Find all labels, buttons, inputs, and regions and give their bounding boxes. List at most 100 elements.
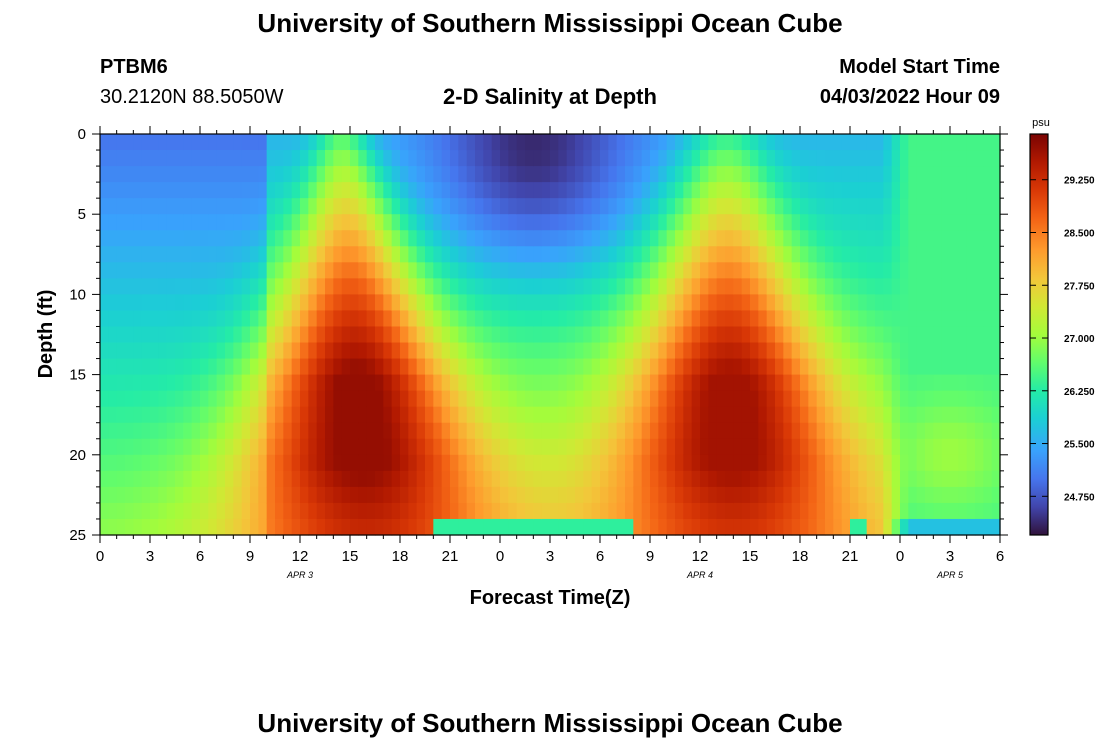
heatmap-cell (533, 182, 543, 199)
heatmap-cell (666, 262, 676, 279)
heatmap-cell (233, 406, 243, 424)
heatmap-cell (116, 390, 126, 408)
heatmap-cell (233, 230, 243, 247)
heatmap-cell (458, 150, 468, 167)
heatmap-cell (433, 470, 443, 488)
heatmap-cell (375, 166, 384, 183)
heatmap-cell (775, 278, 784, 295)
heatmap-cell (508, 134, 518, 151)
heatmap-cell (950, 150, 959, 167)
heatmap-cell (891, 198, 901, 215)
heatmap-cell (750, 374, 759, 392)
heatmap-cell (716, 214, 726, 231)
heatmap-cell (358, 358, 368, 376)
heatmap-cell (858, 294, 868, 312)
heatmap-cell (716, 470, 726, 488)
heatmap-cell (533, 454, 543, 472)
heatmap-cell (150, 438, 159, 456)
heatmap-cell (483, 470, 493, 488)
heatmap-cell (200, 134, 209, 151)
heatmap-cell (383, 486, 393, 504)
heatmap-cell (425, 150, 434, 167)
heatmap-cell (750, 326, 759, 344)
heatmap-cell (800, 502, 809, 520)
heatmap-cell (883, 374, 893, 392)
heatmap-cell (516, 262, 526, 279)
heatmap-cell (108, 374, 118, 392)
heatmap-cell (708, 342, 718, 360)
heatmap-cell (391, 454, 401, 472)
heatmap-cell (575, 214, 584, 231)
heatmap-cell (566, 390, 576, 408)
heatmap-cell (350, 230, 359, 247)
heatmap-cell (666, 214, 676, 231)
heatmap-cell (283, 358, 293, 376)
heatmap-cell (650, 390, 659, 408)
heatmap-cell (733, 246, 743, 263)
heatmap-cell (450, 246, 459, 263)
heatmap-cell (675, 470, 684, 488)
heatmap-cell (266, 518, 276, 536)
colorbar-tick-label: 26.250 (1064, 387, 1095, 398)
heatmap-cell (558, 246, 568, 263)
heatmap-cell (641, 198, 651, 215)
heatmap-cell (158, 198, 168, 215)
heatmap-cell (833, 422, 843, 440)
heatmap-cell (100, 390, 109, 408)
heatmap-cell (725, 262, 734, 279)
heatmap-cell (808, 406, 818, 424)
heatmap-cell (991, 358, 1001, 376)
heatmap-cell (158, 374, 168, 392)
heatmap-cell (150, 294, 159, 312)
heatmap-cell (541, 518, 551, 536)
heatmap-cell (508, 470, 518, 488)
heatmap-cell (991, 230, 1001, 247)
heatmap-cell (450, 230, 459, 247)
heatmap-cell (650, 358, 659, 376)
heatmap-cell (908, 278, 918, 295)
heatmap-cell (800, 390, 809, 408)
heatmap-cell (366, 134, 376, 151)
heatmap-cell (433, 390, 443, 408)
heatmap-cell (208, 198, 218, 215)
heatmap-cell (616, 486, 626, 504)
heatmap-cell (300, 358, 309, 376)
heatmap-cell (275, 518, 284, 536)
heatmap-cell (841, 438, 851, 456)
heatmap-cell (708, 230, 718, 247)
heatmap-cell (666, 134, 676, 151)
heatmap-cell (766, 342, 776, 360)
heatmap-cell (941, 262, 951, 279)
heatmap-cell (950, 182, 959, 199)
heatmap-cell (691, 390, 701, 408)
heatmap-cell (416, 518, 426, 536)
heatmap-cell (475, 150, 484, 167)
heatmap-cell (566, 294, 576, 312)
heatmap-cell (958, 518, 968, 536)
heatmap-cell (350, 326, 359, 344)
heatmap-cell (383, 166, 393, 183)
heatmap-cell (958, 470, 968, 488)
heatmap-cell (216, 406, 226, 424)
heatmap-cell (633, 262, 643, 279)
heatmap-cell (191, 422, 201, 440)
heatmap-cell (950, 214, 959, 231)
heatmap-cell (916, 390, 926, 408)
heatmap-cell (808, 214, 818, 231)
heatmap-cell (325, 326, 334, 344)
heatmap-cell (591, 454, 601, 472)
heatmap-cell (675, 342, 684, 360)
heatmap-cell (108, 134, 118, 151)
heatmap-cell (583, 454, 593, 472)
heatmap-cell (766, 518, 776, 536)
heatmap-cell (200, 486, 209, 504)
heatmap-cell (933, 342, 943, 360)
heatmap-cell (666, 182, 676, 199)
heatmap-cell (625, 230, 634, 247)
heatmap-cell (833, 262, 843, 279)
heatmap-cell (550, 214, 559, 231)
heatmap-cell (716, 246, 726, 263)
heatmap-cell (600, 374, 609, 392)
heatmap-cell (558, 470, 568, 488)
